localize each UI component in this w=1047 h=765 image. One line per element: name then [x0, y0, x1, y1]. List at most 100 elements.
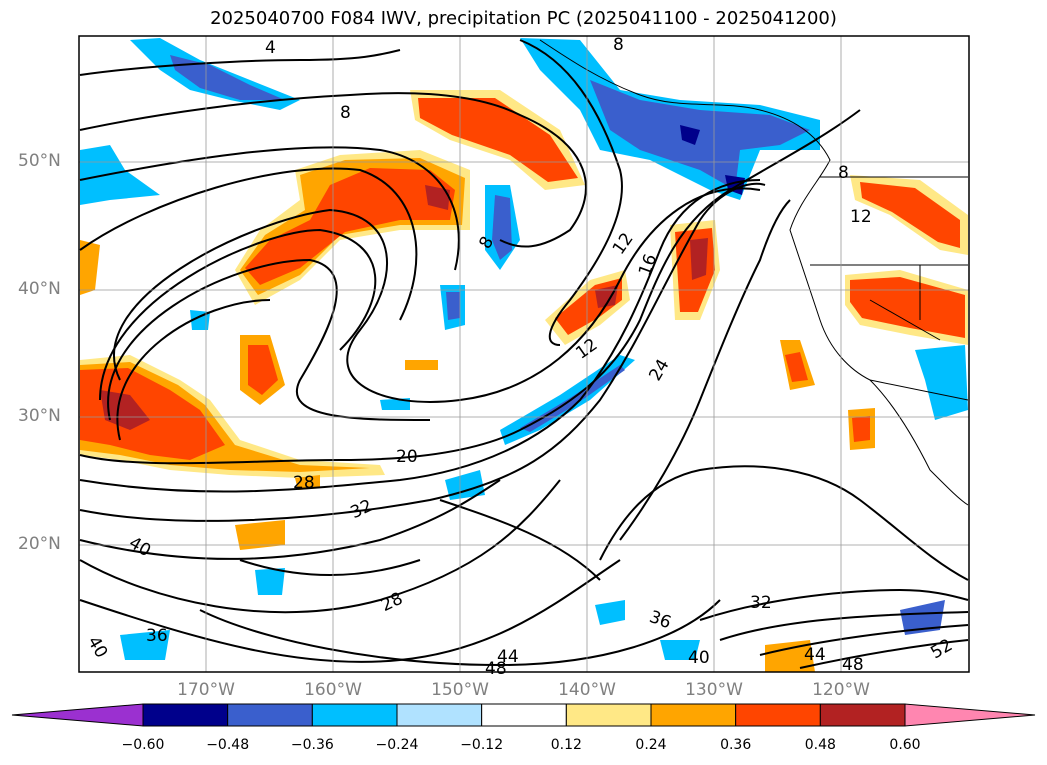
pos-area-e-red: [850, 277, 965, 338]
contour-label: 40: [688, 648, 710, 668]
colorbar-box: [142, 703, 229, 727]
lat-label: 20°N: [18, 534, 61, 554]
colorbar-tick-label: 0.12: [550, 737, 582, 753]
contour-label: 44: [497, 647, 519, 667]
pos-area-bl: [235, 520, 285, 550]
contour-line: [113, 187, 761, 403]
pos-area-arc-dark: [425, 185, 450, 210]
lon-label: 160°W: [304, 680, 362, 700]
pos-area-west-left: [80, 240, 100, 295]
colorbar-extend-low: [11, 703, 144, 727]
contour-line: [99, 228, 377, 401]
pos-area-west-red: [80, 368, 225, 460]
neg-area-pacnw: [80, 145, 160, 205]
lon-label: 120°W: [812, 680, 870, 700]
contour-line: [79, 179, 761, 493]
contour-label: 28: [293, 473, 315, 493]
pos-area-left-mid-red: [248, 345, 278, 395]
contour-label: 32: [750, 593, 772, 613]
colorbar-box: [227, 703, 313, 727]
neg-area-alaska-core: [590, 80, 810, 190]
contour-line: [79, 559, 621, 663]
contour-label: 40: [83, 633, 111, 662]
neg-area-mid2-core: [446, 292, 460, 320]
contour-line: [79, 167, 418, 321]
colorbar-tick-label: 0.60: [889, 737, 921, 753]
map-frame: [78, 35, 970, 673]
neg-area-sw3: [595, 600, 625, 625]
pos-area-north-red: [418, 98, 578, 182]
colorbar-box: [311, 703, 398, 727]
lat-label: 40°N: [18, 279, 61, 299]
pos-area-br: [765, 640, 815, 672]
contour-line: [79, 182, 766, 522]
colorbar-tick-label: −0.24: [375, 737, 419, 753]
colorbar-box: [396, 703, 483, 727]
contour-line: [199, 599, 721, 667]
colorbar-extend-high: [904, 703, 1036, 727]
pos-area-small: [405, 360, 438, 370]
colorbar-tick-label: −0.12: [460, 737, 504, 753]
neg-area-nw-core: [170, 55, 285, 100]
colorbar-tick-label: 0.36: [720, 737, 752, 753]
colorbar-box: [735, 703, 821, 727]
neg-area-small2: [380, 398, 410, 410]
lat-label: 50°N: [18, 151, 61, 171]
pos-area-west-dark: [100, 390, 150, 430]
contour-line: [107, 258, 431, 421]
contour-line: [79, 92, 587, 248]
lon-label: 150°W: [431, 680, 489, 700]
contour-label: 32: [348, 496, 376, 523]
iwv-contours: [79, 39, 969, 669]
neg-area-sw1: [120, 630, 170, 660]
pos-area-ne-red: [860, 182, 960, 248]
contour-label: 12: [572, 335, 601, 364]
contour-label: 4: [265, 38, 276, 58]
neg-area-alaska-dark1: [680, 125, 700, 145]
neg-area-sw2: [445, 470, 485, 500]
pos-area-small2: [295, 475, 320, 490]
lon-label: 170°W: [177, 680, 235, 700]
contour-label: 12: [850, 207, 872, 227]
contour-line: [699, 588, 969, 621]
pos-area-arc-red: [245, 168, 455, 285]
pos-area-s-red: [785, 352, 808, 382]
contour-line: [79, 49, 401, 76]
colorbar-box: [565, 703, 652, 727]
contour-label: 40: [125, 533, 154, 561]
coastlines: [539, 39, 969, 506]
precipitation-shading: [80, 38, 968, 672]
neg-area-small1: [255, 568, 285, 595]
gridlines: [79, 36, 969, 672]
pos-area-mid-dark: [595, 285, 618, 308]
lon-label: 130°W: [685, 680, 743, 700]
neg-area-sw4: [660, 640, 700, 660]
contour-line: [79, 479, 501, 560]
colorbar-tick-label: −0.60: [121, 737, 165, 753]
contour-line: [239, 559, 421, 576]
contour-line: [116, 299, 271, 441]
contour-label: 36: [646, 607, 673, 633]
contour-label: 8: [838, 163, 849, 183]
contour-line: [519, 39, 623, 346]
lat-label: 30°N: [18, 406, 61, 426]
contour-label: 24: [645, 356, 673, 385]
neg-area-coast: [915, 345, 968, 420]
contour-label: 20: [396, 447, 418, 467]
contour-line: [439, 499, 601, 581]
figure-title: 2025040700 F084 IWV, precipitation PC (2…: [210, 8, 837, 29]
contour-line: [79, 109, 861, 465]
colorbar-box: [481, 703, 567, 727]
colorbar: [11, 703, 1036, 727]
contour-line: [619, 199, 791, 541]
contour-label: 48: [485, 659, 507, 679]
contour-line: [599, 465, 969, 581]
border-us-mexico: [869, 379, 969, 401]
contour-label: 44: [804, 645, 826, 665]
colorbar-box: [650, 703, 737, 727]
colorbar-tick-label: 0.24: [635, 737, 667, 753]
pos-area-east-dark: [690, 238, 708, 280]
contour-label: 8: [340, 103, 351, 123]
contour-line: [79, 479, 561, 614]
